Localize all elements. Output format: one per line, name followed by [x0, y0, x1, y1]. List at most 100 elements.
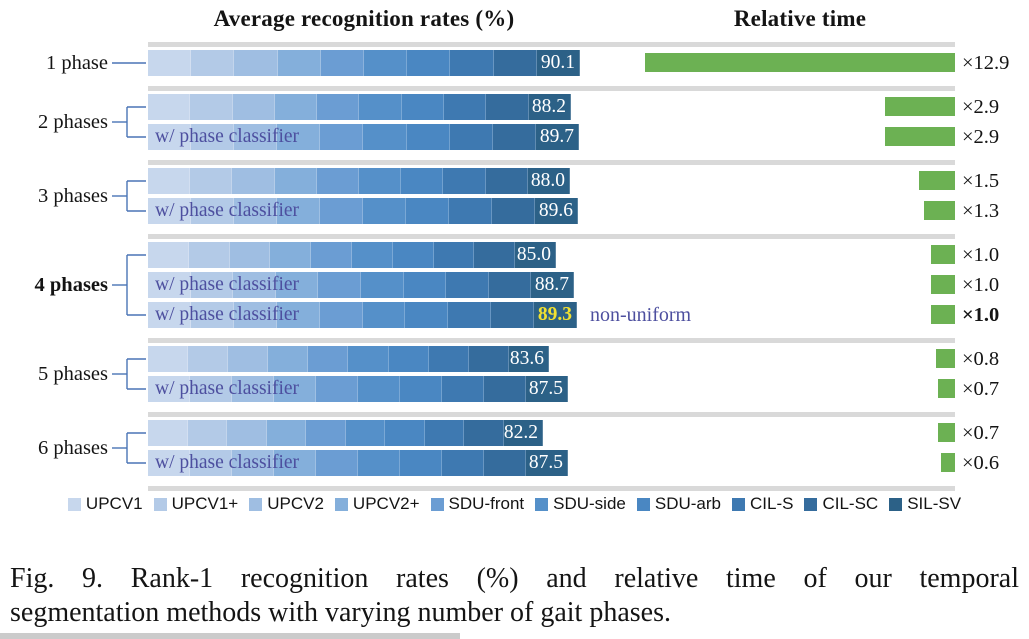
- bar-segment-cil-sc: [474, 242, 516, 268]
- bar-segment-upcv2: [233, 302, 277, 328]
- relative-time-label: ×0.8: [962, 348, 1000, 370]
- bar-segment-sdu-side: [351, 242, 393, 268]
- legend-label: CIL-SC: [822, 494, 879, 513]
- bar-segment-sil-sv: [535, 124, 579, 150]
- bar-segment-sdu-side: [358, 450, 400, 476]
- bar-segment-upcv2: [228, 346, 269, 372]
- row-sublabel: w/ phase classifier: [155, 452, 300, 473]
- bar-segment-sdu-arb: [400, 376, 442, 402]
- bar-segment-cil-sc: [484, 450, 526, 476]
- figure-caption: Fig. 9. Rank-1 recognition rates (%) and…: [10, 562, 1019, 630]
- legend-item: UPCV2: [249, 494, 324, 514]
- recognition-bar: 83.6: [148, 346, 549, 372]
- relative-time-bar: [938, 423, 955, 442]
- bar-segment-sdu-arb: [400, 450, 442, 476]
- bar-segment-cil-sc: [492, 124, 536, 150]
- bar-segment-upcv1+: [190, 272, 234, 298]
- bar-segment-cil-sc: [468, 346, 509, 372]
- bar-segment-upcv2: [233, 272, 276, 298]
- bar-segment-sdu-front: [317, 94, 360, 120]
- bar-segment-upcv1+: [187, 420, 227, 446]
- bar-segment-upcv2: [234, 198, 277, 224]
- rate-value-label: 88.2: [531, 96, 566, 117]
- relative-time-bar: [919, 171, 955, 190]
- page-divider: [0, 633, 460, 639]
- bar-segment-upcv1+: [190, 94, 233, 120]
- bar-segment-sdu-arb: [406, 198, 449, 224]
- bar-segment-sdu-front: [308, 346, 349, 372]
- bar-segment-upcv1+: [188, 346, 229, 372]
- legend-item: UPCV2+: [334, 494, 420, 514]
- legend-label: UPCV2+: [352, 494, 420, 513]
- bar-segment-cil-s: [446, 272, 489, 298]
- bar-segment-sdu-arb: [392, 242, 434, 268]
- bar-segment-upcv1: [148, 198, 191, 224]
- group-label: 4 phases: [34, 274, 108, 296]
- relative-time-bar: [941, 453, 955, 472]
- rate-value-label: 88.7: [534, 274, 569, 295]
- relative-time-bar: [885, 97, 955, 116]
- rate-value-label: 82.2: [503, 422, 538, 443]
- bar-segment-upcv2+: [275, 272, 319, 298]
- legend-item: SIL-SV: [889, 494, 961, 514]
- legend-item: CIL-SC: [804, 494, 878, 514]
- legend-label: SIL-SV: [907, 494, 962, 513]
- bar-segment-cil-s: [428, 346, 469, 372]
- recognition-bar: 82.2: [148, 420, 543, 446]
- bar-segment-sdu-front: [320, 50, 365, 76]
- bar-segment-sdu-side: [348, 346, 389, 372]
- bar-annotation: non-uniform: [590, 304, 692, 326]
- bar-segment-upcv2+: [274, 168, 317, 194]
- legend-item: CIL-S: [732, 494, 793, 514]
- bar-segment-sil-sv: [526, 450, 568, 476]
- legend-swatch: [636, 497, 650, 511]
- bar-segment-sdu-arb: [401, 94, 445, 120]
- bar-segment-cil-sc: [492, 198, 535, 224]
- bar-segment-upcv1: [148, 242, 189, 268]
- bar-segment-sdu-side: [364, 50, 408, 76]
- bar-segment-upcv2: [229, 242, 271, 268]
- bar-segment-sil-sv: [528, 94, 571, 120]
- bar-segment-cil-sc: [491, 302, 535, 328]
- bar-segment-upcv1: [148, 168, 191, 194]
- rate-value-label: 89.6: [538, 200, 573, 221]
- relative-time-label: ×1.0: [962, 304, 1000, 326]
- recognition-bar: 88.2: [148, 94, 571, 120]
- bar-segment-upcv2+: [276, 302, 320, 328]
- recognition-bar: 89.3 w/ phase classifier: [148, 302, 578, 328]
- relative-time-bar: [885, 127, 955, 146]
- recognition-bar: 85.0: [148, 242, 556, 268]
- group-label: 2 phases: [37, 111, 108, 133]
- bar-segment-upcv2+: [277, 124, 321, 150]
- bar-segment-sil-sv: [536, 50, 581, 76]
- bar-segment-cil-s: [433, 242, 475, 268]
- bar-segment-sil-sv: [534, 302, 578, 328]
- relative-time-label: ×0.7: [962, 378, 1000, 400]
- bar-segment-upcv2: [234, 50, 278, 76]
- bar-segment-sdu-arb: [403, 272, 447, 298]
- legend-swatch: [249, 497, 263, 511]
- bar-segment-upcv2: [234, 124, 278, 150]
- bar-segment-upcv1+: [191, 198, 234, 224]
- row-sublabel: w/ phase classifier: [155, 378, 300, 399]
- separator-strip: [148, 86, 955, 91]
- bar-segment-upcv1: [148, 376, 190, 402]
- bar-segment-upcv1: [148, 346, 189, 372]
- separator-strip: [148, 42, 955, 47]
- separator-strip: [148, 234, 955, 239]
- bar-segment-upcv1: [148, 94, 191, 120]
- bar-segment-cil-sc: [485, 168, 528, 194]
- recognition-bar: 87.5 w/ phase classifier: [148, 450, 568, 476]
- bar-segment-upcv1+: [190, 302, 234, 328]
- bar-segment-cil-sc: [484, 376, 526, 402]
- legend-swatch: [67, 497, 81, 511]
- bar-segment-sdu-arb: [407, 50, 451, 76]
- bar-segment-sil-sv: [503, 420, 543, 446]
- bar-segment-sdu-front: [320, 198, 363, 224]
- legend-item: UPCV1: [67, 494, 143, 514]
- bar-segment-sdu-side: [363, 198, 406, 224]
- caption-line-2: segmentation methods with varying number…: [10, 597, 671, 628]
- bar-segment-sdu-front: [320, 124, 364, 150]
- row-sublabel: w/ phase classifier: [155, 274, 300, 295]
- bar-segment-cil-s: [450, 50, 494, 76]
